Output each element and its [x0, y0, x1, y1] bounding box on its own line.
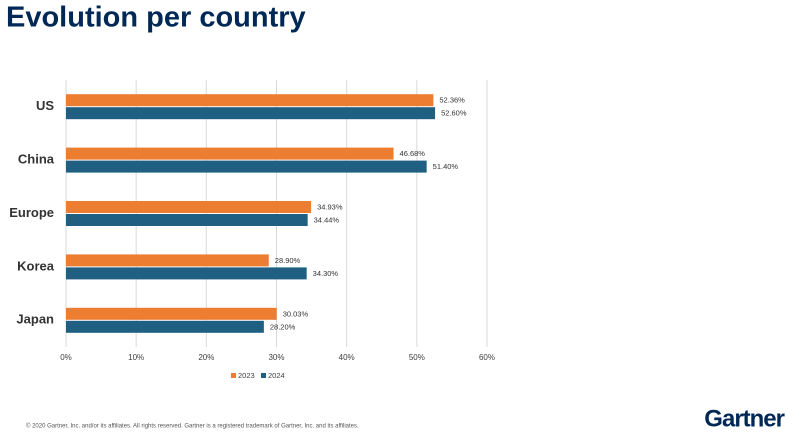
- data-label: 28.20%: [270, 322, 296, 331]
- legend-swatch: [261, 373, 266, 378]
- x-tick-label: 0%: [60, 353, 72, 362]
- bar: [66, 107, 436, 120]
- x-tick-label: 60%: [479, 353, 495, 362]
- data-label: 34.30%: [313, 269, 339, 278]
- y-tick-label: Japan: [16, 312, 54, 327]
- bar: [66, 201, 312, 213]
- data-label: 46.68%: [400, 149, 426, 158]
- x-tick-label: 20%: [198, 353, 214, 362]
- footer: © 2020 Gartner, Inc. and/or its affiliat…: [26, 423, 359, 430]
- y-tick-label: China: [18, 152, 55, 167]
- x-tick-label: 50%: [409, 353, 425, 362]
- bar: [66, 254, 269, 267]
- y-tick-label: Europe: [9, 205, 54, 220]
- bar: [66, 160, 427, 173]
- x-tick-label: 30%: [268, 353, 284, 362]
- x-tick-label: 40%: [339, 353, 355, 362]
- chart-title: Evolution per country: [6, 2, 306, 34]
- y-tick-label: US: [36, 98, 54, 113]
- bar: [66, 267, 307, 280]
- data-label: 52.36%: [439, 96, 465, 105]
- bar: [66, 94, 434, 107]
- bar: [66, 214, 308, 226]
- data-label: 34.44%: [314, 215, 340, 224]
- data-label: 52.60%: [441, 109, 467, 118]
- data-label: 51.40%: [433, 162, 459, 171]
- legend-swatch: [231, 373, 236, 378]
- data-label: 30.03%: [283, 309, 309, 318]
- data-label: 34.93%: [317, 202, 343, 211]
- bar: [66, 147, 394, 160]
- legend-label: 2024: [268, 371, 285, 380]
- y-tick-label: Korea: [17, 258, 55, 273]
- logo: Gartner: [704, 405, 784, 432]
- legend-label: 2023: [238, 371, 255, 380]
- x-tick-label: 10%: [128, 353, 144, 362]
- data-label: 28.90%: [275, 256, 301, 265]
- bar: [66, 320, 264, 333]
- bar: [66, 307, 277, 320]
